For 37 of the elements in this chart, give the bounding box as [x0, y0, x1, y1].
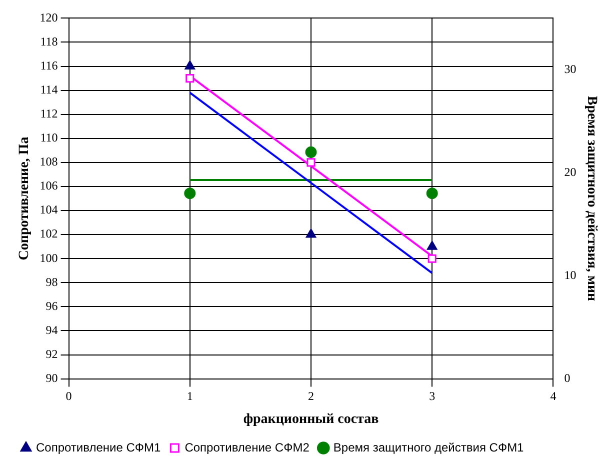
- x-tick-label: 0: [66, 389, 72, 404]
- y-tick-label: 102: [40, 226, 58, 241]
- y-tick-label: 100: [40, 250, 58, 265]
- legend-label: Сопротивление СФМ2: [184, 440, 310, 454]
- y-tick-label: 104: [40, 202, 58, 217]
- y-tick-label: 120: [40, 10, 58, 24]
- x-tick-label: 1: [186, 389, 193, 404]
- y-axis-title: Сопротивление, Па: [17, 136, 32, 260]
- point: [427, 240, 438, 250]
- y-tick-label: 96: [46, 298, 58, 313]
- point: [186, 74, 194, 83]
- y2-tick-label: 10: [564, 268, 576, 282]
- y-tick-label: 106: [40, 178, 58, 193]
- y-tick-label: 118: [40, 34, 58, 48]
- y-tick-label: 90: [46, 370, 58, 385]
- y2-tick-label: 0: [564, 370, 570, 385]
- point: [428, 254, 436, 263]
- point: [306, 158, 316, 167]
- y-tick-label: 114: [40, 82, 58, 96]
- y-tick-label: 92: [46, 346, 58, 361]
- y-tick-label: 108: [40, 154, 58, 169]
- y2-tick-label: 30: [564, 62, 576, 76]
- y-tick-label: 110: [40, 130, 58, 145]
- legend-label: Сопротивление СФМ1: [36, 440, 162, 454]
- y-tick-label: 116: [40, 58, 58, 72]
- x-tick-label: 4: [550, 389, 556, 404]
- y-tick-label: 98: [46, 274, 58, 289]
- x-tick-label: 3: [429, 389, 436, 404]
- x-tick-label: 2: [308, 389, 314, 404]
- point: [184, 60, 195, 70]
- legend-label: Время защитного действия СФМ1: [333, 440, 524, 454]
- y2-tick-label: 20: [564, 164, 576, 179]
- y2-axis-title: Время защитного действия, мин: [584, 96, 599, 302]
- y-tick-label: 94: [46, 322, 58, 337]
- y-tick-label: 112: [40, 106, 58, 121]
- point: [306, 228, 316, 238]
- x-axis-title: фракционный состав: [243, 412, 380, 428]
